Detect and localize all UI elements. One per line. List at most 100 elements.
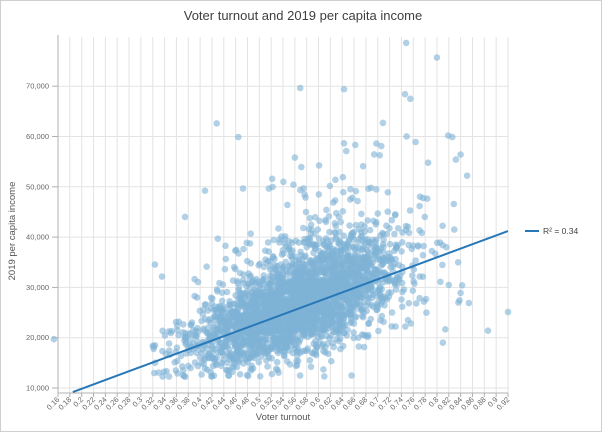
scatter-point: [334, 311, 342, 318]
scatter-point: [220, 305, 228, 313]
scatter-point: [264, 350, 272, 358]
scatter-point: [246, 328, 254, 335]
y-tick-label: 50,000: [26, 182, 49, 191]
scatter-point: [308, 226, 315, 233]
scatter-point: [321, 299, 328, 306]
scatter-point: [333, 234, 340, 241]
scatter-point: [226, 298, 233, 305]
scatter-point: [409, 287, 417, 295]
scatter-point: [297, 186, 304, 194]
scatter-point: [296, 372, 304, 379]
scatter-point: [231, 334, 238, 342]
scatter-point: [351, 251, 358, 259]
scatter-point: [395, 261, 403, 269]
scatter-point: [353, 263, 360, 271]
scatter-point: [465, 299, 473, 307]
scatter-point: [358, 210, 365, 218]
scatter-point: [261, 337, 269, 344]
scatter-point: [244, 353, 251, 360]
scatter-point: [364, 235, 371, 243]
y-tick-label: 60,000: [26, 132, 49, 141]
scatter-point: [444, 132, 452, 139]
scatter-point: [358, 259, 366, 267]
scatter-point: [364, 268, 371, 276]
scatter-point: [198, 349, 205, 356]
scatter-point: [452, 156, 460, 163]
scatter-point: [247, 340, 255, 347]
scatter-point: [207, 368, 214, 376]
scatter-point: [362, 292, 370, 299]
scatter-point: [348, 372, 355, 379]
scatter-point: [253, 302, 260, 309]
x-axis-tick-labels: 0.160.180.20.220.240.260.280.30.320.340.…: [45, 395, 512, 412]
scatter-point: [307, 257, 314, 265]
scatter-point: [165, 340, 173, 347]
scatter-point: [377, 262, 385, 269]
scatter-point: [340, 232, 348, 239]
scatter-point: [342, 262, 349, 269]
scatter-point: [160, 368, 168, 376]
scatter-point: [360, 309, 367, 316]
scatter-point: [392, 245, 400, 252]
scatter-point: [307, 240, 315, 248]
scatter-point: [343, 242, 351, 249]
scatter-point: [355, 343, 363, 350]
scatter-point: [229, 277, 237, 284]
scatter-point: [215, 325, 222, 333]
scatter-point: [313, 255, 320, 263]
scatter-point: [454, 259, 462, 266]
scatter-point: [235, 343, 242, 351]
scatter-point: [297, 318, 304, 326]
scatter-point: [340, 140, 348, 147]
scatter-point: [187, 321, 195, 329]
scatter-point: [345, 305, 353, 312]
scatter-point: [388, 309, 396, 316]
scatter-point: [340, 188, 347, 196]
scatter-point: [376, 248, 383, 255]
scatter-point: [323, 206, 330, 214]
scatter-point: [416, 202, 423, 210]
scatter-point: [369, 236, 376, 244]
scatter-point: [268, 175, 276, 183]
scatter-point: [406, 207, 414, 214]
scatter-point: [380, 318, 387, 326]
scatter-point: [304, 333, 312, 341]
scatter-point: [361, 254, 369, 261]
scatter-point: [433, 239, 441, 247]
scatter-point: [256, 281, 264, 289]
scatter-point: [457, 289, 464, 297]
scatter-point: [159, 327, 166, 335]
scatter-point: [408, 245, 416, 253]
scatter-point: [243, 282, 250, 290]
scatter-point: [283, 340, 290, 347]
scatter-point: [274, 366, 281, 374]
scatter-point: [322, 349, 329, 356]
scatter-point: [270, 277, 278, 284]
y-tick-label: 20,000: [26, 333, 49, 342]
scatter-point: [374, 293, 381, 300]
scatter-point: [352, 187, 360, 195]
scatter-point: [379, 119, 387, 127]
scatter-point: [413, 300, 420, 307]
scatter-point: [339, 208, 347, 215]
scatter-point: [205, 317, 212, 324]
scatter-point: [379, 296, 387, 303]
scatter-point: [350, 329, 357, 336]
axes: [52, 35, 509, 397]
scatter-point: [292, 362, 300, 370]
scatter-point: [240, 276, 247, 284]
scatter-point: [191, 331, 199, 339]
scatter-point: [256, 373, 264, 380]
scatter-point: [235, 250, 242, 257]
scatter-point: [269, 307, 277, 314]
y-tick-label: 70,000: [26, 82, 49, 91]
scatter-point: [217, 348, 225, 355]
legend: R² = 0.34: [525, 226, 578, 236]
scatter-point: [300, 224, 307, 232]
scatter-point: [223, 288, 231, 296]
scatter-point: [221, 265, 229, 273]
scatter-point: [231, 339, 238, 347]
scatter-point: [409, 272, 416, 279]
x-tick-label: 0.58: [293, 395, 310, 412]
